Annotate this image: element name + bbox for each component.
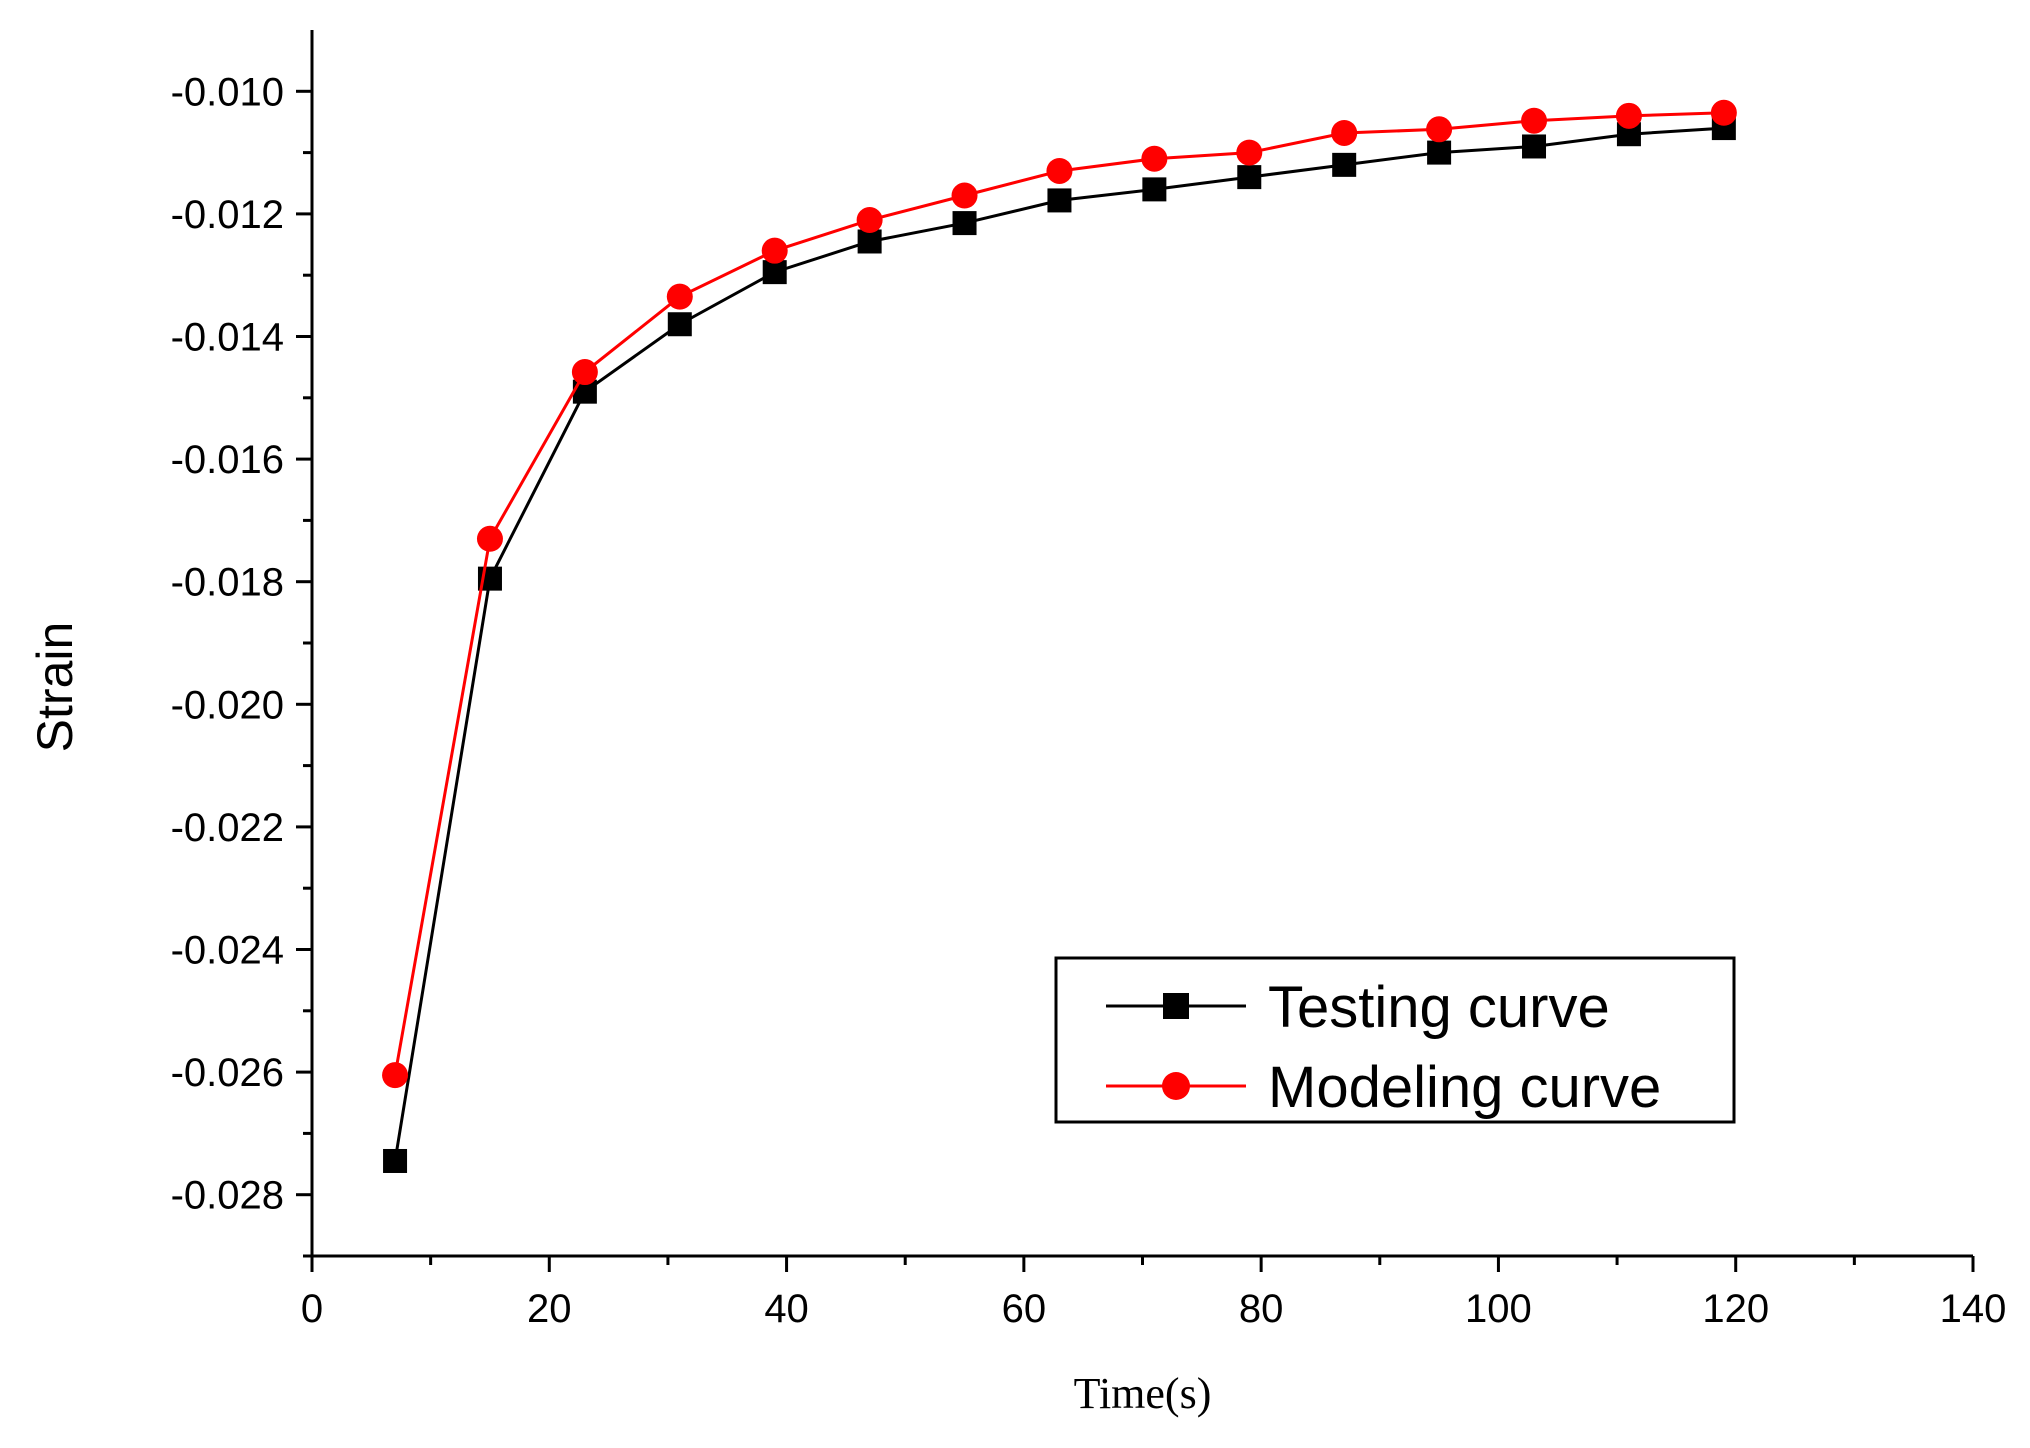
y-tick-label: -0.026 (171, 1051, 284, 1095)
series-modeling (382, 99, 1737, 1089)
y-tick-label: -0.016 (171, 438, 284, 482)
legend-label: Testing curve (1268, 975, 1610, 1040)
data-point-circle (1141, 145, 1168, 172)
x-tick-label: 20 (527, 1287, 572, 1331)
y-tick-label: -0.020 (171, 683, 284, 727)
y-tick-label: -0.024 (171, 929, 284, 973)
data-point-circle (761, 237, 788, 264)
data-point-square (1427, 140, 1452, 165)
data-point-circle (1046, 157, 1073, 184)
data-point-square (952, 211, 977, 236)
data-point-square (857, 229, 882, 254)
data-point-circle (1426, 116, 1453, 143)
y-tick-label: -0.028 (171, 1174, 284, 1218)
data-point-circle (951, 182, 978, 209)
data-point-square (1047, 188, 1072, 213)
data-point-circle (1236, 139, 1263, 166)
x-tick-label: 0 (301, 1287, 323, 1331)
data-point-circle (856, 207, 883, 234)
data-point-square (667, 312, 692, 337)
legend-item: Testing curve (1106, 975, 1610, 1040)
y-tick-label: -0.022 (171, 806, 284, 850)
series-line (393, 111, 1724, 1076)
data-point-circle (1710, 99, 1737, 126)
data-point-square (1142, 177, 1167, 202)
y-tick-label: -0.018 (171, 561, 284, 605)
data-point-square (1332, 152, 1357, 177)
data-point-square (1522, 134, 1547, 159)
data-point-square (762, 260, 787, 285)
data-point-circle (476, 525, 503, 552)
data-point-square (383, 1148, 408, 1173)
x-tick-label: 80 (1239, 1287, 1284, 1331)
data-point-square (1616, 122, 1641, 147)
data-point-circle (571, 359, 598, 386)
y-tick-label: -0.012 (171, 193, 284, 237)
legend-label: Modeling curve (1268, 1055, 1661, 1120)
x-axis-title: Time(s) (1074, 1369, 1212, 1418)
legend-marker-circle (1162, 1072, 1190, 1100)
data-point-circle (382, 1062, 409, 1089)
legend-marker-square (1163, 993, 1189, 1019)
x-tick-label: 60 (1002, 1287, 1047, 1331)
x-tick-label: 100 (1465, 1287, 1532, 1331)
x-tick-label: 120 (1702, 1287, 1769, 1331)
y-tick-label: -0.014 (171, 316, 284, 360)
data-point-circle (666, 283, 693, 310)
y-axis-title: Strain (27, 622, 83, 753)
data-point-circle (1615, 102, 1642, 129)
series-layer (382, 99, 1737, 1173)
legend-item: Modeling curve (1106, 1055, 1661, 1120)
x-tick-label: 140 (1940, 1287, 2007, 1331)
x-tick-label: 40 (764, 1287, 809, 1331)
data-point-square (1237, 165, 1262, 190)
legend: Testing curve Modeling curve (1054, 956, 1736, 1124)
axes: 0 20 40 60 80 100 120 140 -0.028 -0.026 -0.024 -0.0… (27, 30, 2006, 1418)
y-tick-label: -0.010 (171, 70, 284, 114)
series-testing (383, 116, 1736, 1173)
data-point-circle (1331, 119, 1358, 146)
data-point-circle (1521, 107, 1548, 134)
